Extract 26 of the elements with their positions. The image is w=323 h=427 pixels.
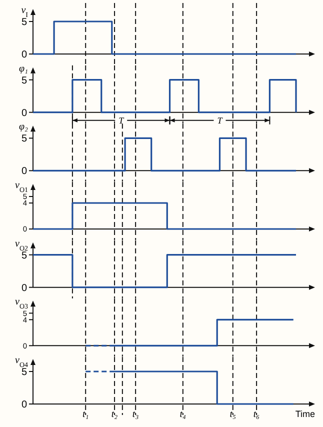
y-tick-label: 5 [21, 250, 28, 262]
y-axis-title: φ₂ [18, 122, 29, 133]
y-axis-title: v$_{O3}$ [14, 296, 28, 311]
y-tick-label: 5 [21, 134, 28, 145]
y-axis-title: v$_{O2}$ [14, 238, 28, 252]
y-tick-label: 0 [21, 166, 28, 178]
x-tick-label: t₄ [180, 409, 187, 420]
y-axis-title: φ₁ [18, 63, 28, 74]
y-tick-label: 0 [21, 400, 28, 410]
x-axis-title: Time [295, 409, 315, 419]
x-tick-label: t₂ [111, 409, 118, 420]
x-tick-label: t₆ [253, 409, 260, 420]
x-tick-label: t₅ [230, 409, 237, 420]
y-tick-label: 5 [21, 75, 28, 86]
text: T [217, 115, 224, 126]
y-tick-label: 0 [21, 108, 28, 119]
y-axis-title: v$_{O1}$ [14, 180, 28, 194]
text: T [118, 115, 125, 126]
y-tick-label: 0 [21, 282, 28, 294]
y-axis-title: v$_{I}$ [21, 5, 29, 19]
x-tick-label: t₃ [132, 409, 140, 420]
y-tick-label: 5 [21, 367, 28, 378]
y-axis-title: v$_{O4}$ [14, 355, 28, 369]
y-tick-label: 5 [21, 17, 28, 28]
y-tick-label: 0 [21, 50, 28, 60]
x-tick-label: t₁ [82, 409, 89, 420]
